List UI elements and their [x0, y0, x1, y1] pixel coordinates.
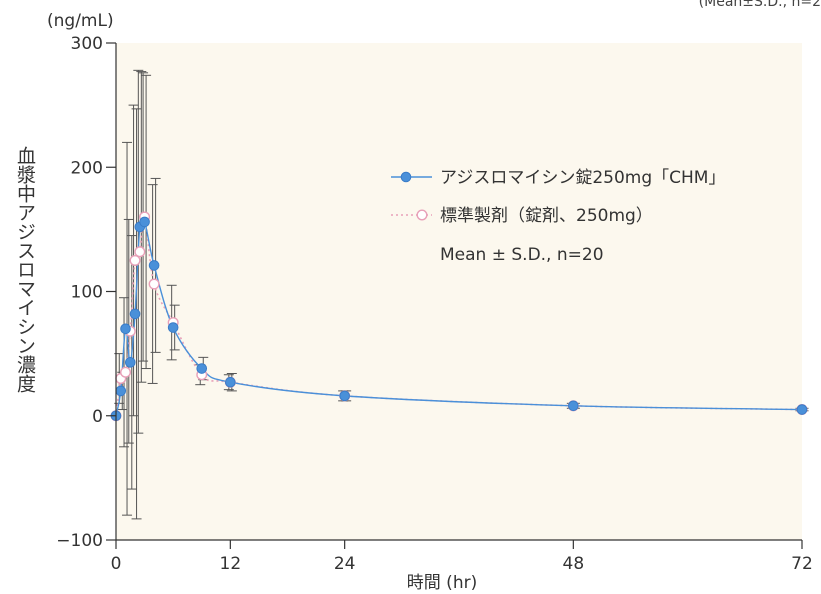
data-point-test [339, 390, 350, 402]
data-point-test [129, 308, 141, 320]
y-tick-label: 0 [92, 407, 103, 427]
x-tick-label: 72 [791, 554, 813, 574]
legend-label-reference: 標準製剤（錠剤、250mg） [440, 206, 653, 226]
legend-label-test: アジスロマイシン錠250mg「CHM」 [440, 168, 725, 188]
y-tick-label: 200 [71, 158, 103, 178]
data-point-test [167, 322, 179, 333]
data-point-test [124, 357, 136, 368]
legend-note: Mean ± S.D., n=20 [440, 245, 604, 265]
data-point-reference [129, 254, 141, 266]
data-point-test [120, 323, 131, 335]
plot-area [116, 43, 802, 540]
data-point-test [196, 363, 208, 374]
y-tick-label: 100 [71, 283, 103, 303]
x-axis-title: 時間 (hr) [407, 573, 477, 593]
data-point-test [148, 260, 160, 271]
data-point-test [115, 385, 127, 397]
y-axis-title: 血漿中アジスロマイシン濃度 [14, 146, 36, 393]
data-point-test [568, 400, 579, 412]
legend: アジスロマイシン錠250mg「CHM」 標準製剤（錠剤、250mg） Mean … [391, 168, 725, 265]
header-note: (Mean±S.D., n=2 [698, 0, 821, 10]
x-tick-label: 0 [111, 554, 122, 574]
y-tick-label: −100 [56, 531, 103, 551]
data-point-test [796, 404, 808, 415]
legend-marker-reference [416, 209, 428, 221]
legend-marker-test [400, 171, 412, 183]
x-tick-label: 12 [220, 554, 242, 574]
x-tick-label: 48 [563, 554, 585, 574]
x-tick-label: 24 [334, 554, 356, 574]
data-point-test [139, 216, 150, 228]
data-point-reference [148, 278, 160, 290]
y-tick-label: 300 [71, 34, 103, 54]
data-point-reference [134, 246, 146, 258]
y-axis-unit: (ng/mL) [47, 11, 114, 31]
data-point-reference [120, 366, 132, 378]
data-point-test [225, 376, 236, 388]
